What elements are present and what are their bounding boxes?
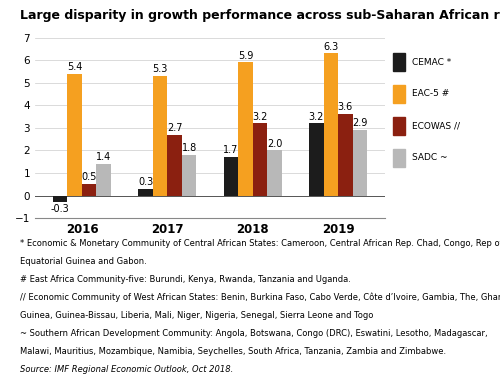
Bar: [252, 123, 267, 196]
Bar: [338, 114, 352, 196]
Text: ~ Southern African Development Community: Angola, Botswana, Congo (DRC), Eswatin: ~ Southern African Development Community…: [20, 329, 487, 338]
Text: 3.6: 3.6: [338, 103, 353, 112]
Text: * Economic & Monetary Community of Central African States: Cameroon, Central Afr: * Economic & Monetary Community of Centr…: [20, 239, 500, 248]
Text: 3.2: 3.2: [252, 112, 268, 121]
Bar: [82, 184, 96, 196]
Text: // Economic Community of West African States: Benin, Burkina Faso, Cabo Verde, C: // Economic Community of West African St…: [20, 293, 500, 302]
Bar: [267, 150, 281, 196]
Text: 2.7: 2.7: [167, 123, 182, 133]
Bar: [168, 135, 182, 196]
Bar: [309, 123, 324, 196]
Bar: [182, 155, 196, 196]
Text: ECOWAS //: ECOWAS //: [412, 121, 460, 130]
Text: SADC ~: SADC ~: [412, 153, 447, 162]
Bar: [224, 157, 238, 196]
Text: 2.0: 2.0: [267, 139, 282, 149]
Text: 6.3: 6.3: [323, 42, 338, 52]
Text: 5.4: 5.4: [67, 62, 82, 72]
Bar: [238, 62, 252, 196]
Text: Equatorial Guinea and Gabon.: Equatorial Guinea and Gabon.: [20, 257, 147, 266]
Text: 3.2: 3.2: [308, 112, 324, 121]
Text: 5.9: 5.9: [238, 51, 253, 61]
Text: 1.8: 1.8: [182, 143, 196, 153]
Bar: [68, 74, 82, 196]
Text: 0.5: 0.5: [82, 173, 97, 182]
Text: EAC-5 #: EAC-5 #: [412, 89, 449, 99]
Bar: [352, 130, 367, 196]
Text: 0.3: 0.3: [138, 177, 153, 187]
Bar: [153, 76, 168, 196]
Text: Large disparity in growth performance across sub-Saharan African regions: Large disparity in growth performance ac…: [20, 9, 500, 23]
Text: 1.7: 1.7: [223, 146, 238, 155]
Text: -0.3: -0.3: [51, 204, 70, 214]
Text: Source: IMF Regional Economic Outlook, Oct 2018.: Source: IMF Regional Economic Outlook, O…: [20, 365, 233, 374]
Bar: [96, 164, 111, 196]
Bar: [53, 196, 68, 202]
Text: 1.4: 1.4: [96, 152, 112, 162]
Text: 2.9: 2.9: [352, 118, 368, 128]
Text: CEMAC *: CEMAC *: [412, 58, 451, 67]
Text: Guinea, Guinea-Bissau, Liberia, Mali, Niger, Nigeria, Senegal, Sierra Leone and : Guinea, Guinea-Bissau, Liberia, Mali, Ni…: [20, 311, 374, 320]
Text: # East Africa Community-five: Burundi, Kenya, Rwanda, Tanzania and Uganda.: # East Africa Community-five: Burundi, K…: [20, 275, 351, 284]
Text: 5.3: 5.3: [152, 64, 168, 74]
Text: Malawi, Mauritius, Mozambique, Namibia, Seychelles, South Africa, Tanzania, Zamb: Malawi, Mauritius, Mozambique, Namibia, …: [20, 347, 446, 356]
Bar: [138, 189, 153, 196]
Bar: [324, 53, 338, 196]
